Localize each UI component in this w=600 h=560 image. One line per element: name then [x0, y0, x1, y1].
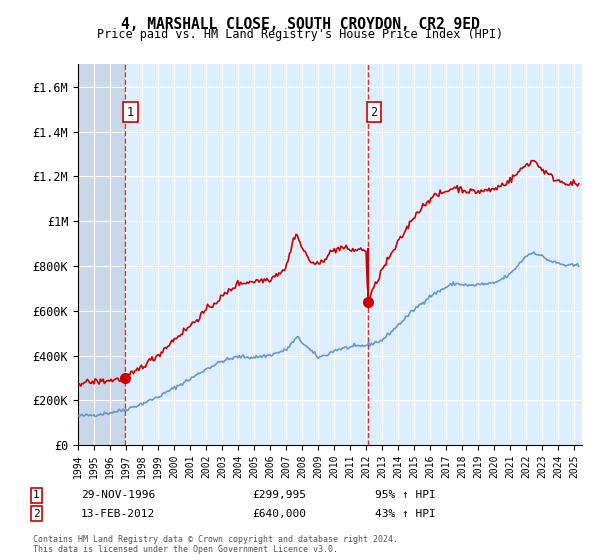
Bar	[78, 64, 125, 445]
Text: £640,000: £640,000	[252, 509, 306, 519]
Text: 2: 2	[33, 509, 40, 519]
Text: 95% ↑ HPI: 95% ↑ HPI	[375, 491, 436, 501]
Text: £299,995: £299,995	[252, 491, 306, 501]
Text: 2: 2	[370, 106, 377, 119]
Text: Price paid vs. HM Land Registry's House Price Index (HPI): Price paid vs. HM Land Registry's House …	[97, 28, 503, 41]
Text: 1: 1	[127, 106, 134, 119]
Text: 43% ↑ HPI: 43% ↑ HPI	[375, 509, 436, 519]
Text: 13-FEB-2012: 13-FEB-2012	[81, 509, 155, 519]
Text: Contains HM Land Registry data © Crown copyright and database right 2024.
This d: Contains HM Land Registry data © Crown c…	[33, 535, 398, 554]
Text: 1: 1	[33, 491, 40, 501]
Text: 29-NOV-1996: 29-NOV-1996	[81, 491, 155, 501]
Text: 4, MARSHALL CLOSE, SOUTH CROYDON, CR2 9ED: 4, MARSHALL CLOSE, SOUTH CROYDON, CR2 9E…	[121, 17, 479, 32]
